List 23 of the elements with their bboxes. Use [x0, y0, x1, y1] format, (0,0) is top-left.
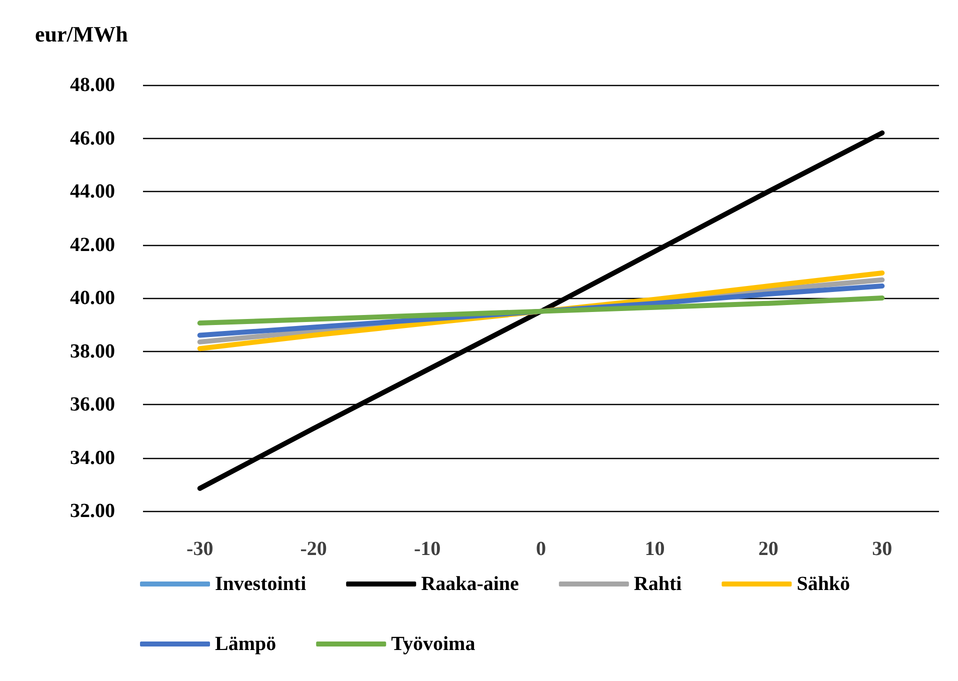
y-tick-label: 32.00 [70, 500, 115, 522]
legend-label: Sähkö [796, 573, 850, 595]
y-tick-label: 34.00 [70, 446, 115, 469]
y-tick-label: 40.00 [70, 287, 115, 309]
y-tick-label: 48.00 [70, 74, 115, 96]
x-tick-label: -20 [300, 538, 327, 560]
x-tick-label: 10 [644, 538, 665, 560]
x-tick-label: 0 [536, 538, 546, 560]
y-tick-label: 38.00 [70, 340, 115, 362]
y-tick-label: 46.00 [70, 127, 115, 150]
legend-label: Työvoima [391, 633, 476, 655]
legend-label: Rahti [634, 573, 682, 595]
y-tick-label: 42.00 [70, 234, 115, 256]
x-tick-label: -10 [414, 538, 441, 560]
x-tick-label: 30 [872, 538, 892, 560]
legend-label: Raaka-aine [421, 573, 520, 595]
legend-label: Investointi [215, 573, 307, 595]
x-tick-label: 20 [758, 538, 778, 560]
x-tick-label: -30 [186, 538, 214, 560]
legend-label: Lämpö [215, 633, 276, 655]
y-axis-title: eur/MWh [35, 22, 128, 46]
y-tick-label: 44.00 [70, 180, 115, 202]
y-tick-label: 36.00 [70, 394, 115, 416]
